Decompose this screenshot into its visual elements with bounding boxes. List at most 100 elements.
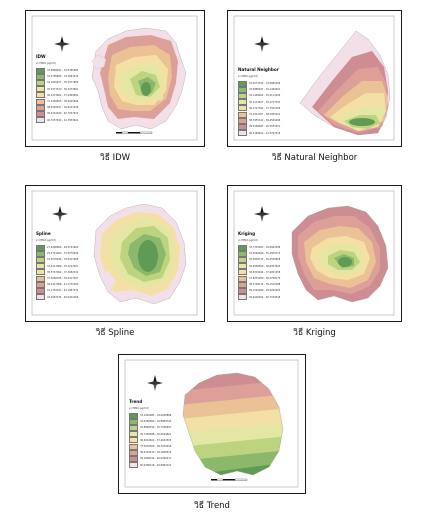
legend-label: 34.1681677 - 35.2577669	[47, 81, 79, 85]
legend-row: 36.3473662 - 37.4369654	[36, 92, 78, 99]
legend-label: 38.3955322 - 39.4569286	[249, 119, 281, 123]
idw-legend-unit: ค่า PM10 (µg/m3)	[36, 62, 56, 65]
legend-row: 39.4569287 - 40.5183251	[238, 123, 280, 130]
kriging-legend: ค่า PM10 (µg/m3) 33.7315483 - 34.5062598…	[238, 239, 281, 301]
legend-row: 43.1087134 - 45.0422166	[36, 294, 79, 301]
legend-label: 40.5183252 - 41.5797216	[249, 131, 281, 135]
legend-row: 34.1681677 - 35.2577669	[36, 79, 79, 86]
legend-label: 33.1692985 - 34.0280889	[140, 414, 172, 418]
trend-caption: วิธี Trend	[194, 501, 230, 511]
idw-map-frame	[31, 15, 198, 141]
legend-row: 35.2113427 - 36.2727391	[238, 99, 281, 106]
legend-row: 31.5076936 - 33.4411968	[36, 256, 79, 263]
legend-row: 39.6161640 - 40.7057631	[36, 110, 79, 117]
legend-row: 38.3955322 - 39.4569286	[238, 117, 281, 124]
legend-label: 33.7315483 - 34.5062598	[249, 246, 281, 250]
idw-legend: ค่า PM10 (µg/m3) 31.9889691 - 33.0785684…	[36, 62, 79, 124]
trend-map-title: Trend	[129, 399, 143, 404]
legend-row: 31.9889691 - 33.0785684	[36, 67, 79, 74]
legend-label: 29.5741903 - 31.5076935	[47, 252, 79, 256]
legend-label: 35.2113427 - 36.2727391	[249, 100, 281, 104]
legend-row: 39.1808314 - 40.0396217	[129, 455, 172, 462]
legend-row: 37.3082035 - 39.2417067	[36, 275, 79, 282]
legend-row: 39.1545289 - 39.9292403	[238, 287, 281, 294]
legend-label: 38.3798174 - 39.1545288	[249, 283, 281, 287]
trend-north-arrow	[147, 375, 163, 391]
legend-label: 37.3082035 - 39.2417067	[47, 277, 79, 281]
legend-label: 43.1087134 - 45.0422166	[47, 295, 79, 299]
legend-label: 39.6161640 - 40.7057631	[47, 112, 79, 116]
legend-row: 37.3341357 - 38.3955321	[238, 111, 281, 118]
legend-label: 34.0280890 - 34.8868793	[140, 420, 172, 424]
map-panel-idw: IDW ค่า PM10 (µg/m3) 31.9889691 - 33.078…	[25, 10, 205, 147]
natural-neighbor-caption: วิธี Natural Neighbor	[271, 153, 358, 163]
legend-label: 36.6044602 - 37.4632505	[140, 438, 172, 442]
legend-row: 34.5062599 - 35.2809713	[238, 250, 280, 257]
legend-label: 40.7057632 - 41.7953624	[47, 118, 79, 122]
legend-row: 36.6044602 - 37.4632505	[129, 437, 172, 444]
spline-map-svg	[31, 190, 198, 316]
legend-label: 37.4369655 - 38.5265646	[47, 100, 79, 104]
natural-neighbor-map-svg	[233, 15, 395, 141]
kriging-map-title: Kriging	[238, 231, 256, 236]
map-panel-spline: Spline ค่า PM10 (µg/m3) 27.6406869 - 29.…	[25, 185, 205, 322]
trend-legend: ค่า PM10 (µg/m3) 33.1692985 - 34.0280889…	[129, 407, 172, 469]
legend-label: 39.1808314 - 40.0396217	[140, 457, 172, 461]
legend-label: 41.1752101 - 43.1087133	[47, 289, 79, 293]
trend-scale-bar	[211, 478, 248, 481]
legend-label: 35.7456698 - 36.6044601	[140, 432, 172, 436]
legend-label: 37.3341357 - 38.3955321	[249, 113, 281, 117]
legend-label: 27.6406869 - 29.5741902	[47, 246, 79, 250]
kriging-north-arrow	[254, 206, 270, 222]
legend-row: 37.6051059 - 38.3798173	[238, 275, 281, 282]
legend-row: 40.5183252 - 41.5797216	[238, 130, 281, 137]
legend-label: 38.5265647 - 39.6161639	[47, 106, 79, 110]
legend-row: 38.3798174 - 39.1545288	[238, 281, 281, 288]
legend-row: 35.3747002 - 37.3082034	[36, 269, 79, 276]
spline-north-arrow	[52, 206, 68, 222]
idw-scale-bar	[116, 131, 153, 134]
legend-label: 31.9889691 - 33.0785684	[47, 69, 79, 73]
legend-label: 39.1545289 - 39.9292403	[249, 289, 281, 293]
legend-label: 35.3747002 - 37.3082034	[47, 270, 79, 274]
idw-north-arrow	[54, 36, 70, 52]
legend-row: 27.6406869 - 29.5741902	[36, 244, 79, 251]
legend-label: 33.4411969 - 35.3747001	[47, 264, 79, 268]
map-panel-trend: Trend ค่า PM10 (µg/m3) 33.1692985 - 34.0…	[118, 354, 306, 494]
legend-row: 33.0885497 - 34.1499461	[238, 86, 280, 93]
legend-label: 31.5076936 - 33.4411968	[47, 258, 79, 262]
spline-map-title: Spline	[36, 231, 51, 236]
trend-surface	[183, 373, 283, 475]
legend-row: 39.2417068 - 41.1752100	[36, 281, 79, 288]
legend-row: 34.0280890 - 34.8868793	[129, 418, 172, 425]
legend-row: 33.0785685 - 34.1681676	[36, 73, 78, 80]
legend-row: 34.1499462 - 35.2113426	[238, 92, 281, 99]
spline-legend-unit: ค่า PM10 (µg/m3)	[36, 239, 56, 242]
legend-row: 29.5741903 - 31.5076935	[36, 250, 79, 257]
natural-neighbor-north-arrow	[254, 36, 270, 52]
spline-caption: วิธี Spline	[95, 328, 135, 338]
legend-row: 38.3220410 - 39.1808313	[129, 449, 171, 456]
legend-label: 37.6051059 - 38.3798173	[249, 277, 281, 281]
legend-label: 37.4632506 - 38.3220409	[140, 445, 172, 449]
legend-label: 34.8868794 - 35.7456697	[140, 426, 172, 430]
legend-label: 34.1499462 - 35.2113426	[249, 94, 281, 98]
idw-map-svg	[31, 15, 198, 141]
kriging-map-svg	[233, 190, 395, 316]
legend-row: 41.1752101 - 43.1087133	[36, 287, 79, 294]
legend-label: 39.2417068 - 41.1752100	[47, 283, 79, 287]
legend-row: 32.0271531 - 33.0885496	[238, 80, 280, 87]
legend-row: 36.0556829 - 36.8303943	[238, 263, 281, 270]
map-panel-kriging: Kriging ค่า PM10 (µg/m3) 33.7315483 - 34…	[227, 185, 402, 322]
spline-legend: ค่า PM10 (µg/m3) 27.6406869 - 29.5741902…	[36, 239, 79, 301]
idw-surface	[91, 27, 187, 130]
legend-row: 40.0396218 - 40.8984121	[129, 462, 171, 469]
legend-row: 33.7315483 - 34.5062598	[238, 244, 281, 251]
legend-label: 36.8303944 - 37.6051058	[249, 270, 281, 274]
map-panel-natural-neighbor: Natural Neighbor ค่า PM10 (µg/m3) 32.027…	[227, 10, 402, 147]
legend-row: 37.4632506 - 38.3220409	[129, 443, 172, 450]
idw-caption: วิธี IDW	[99, 153, 131, 163]
kriging-caption: วิธี Kriging	[293, 328, 336, 338]
natural-neighbor-map-title: Natural Neighbor	[238, 67, 279, 72]
legend-label: 36.0556829 - 36.8303943	[249, 264, 281, 268]
